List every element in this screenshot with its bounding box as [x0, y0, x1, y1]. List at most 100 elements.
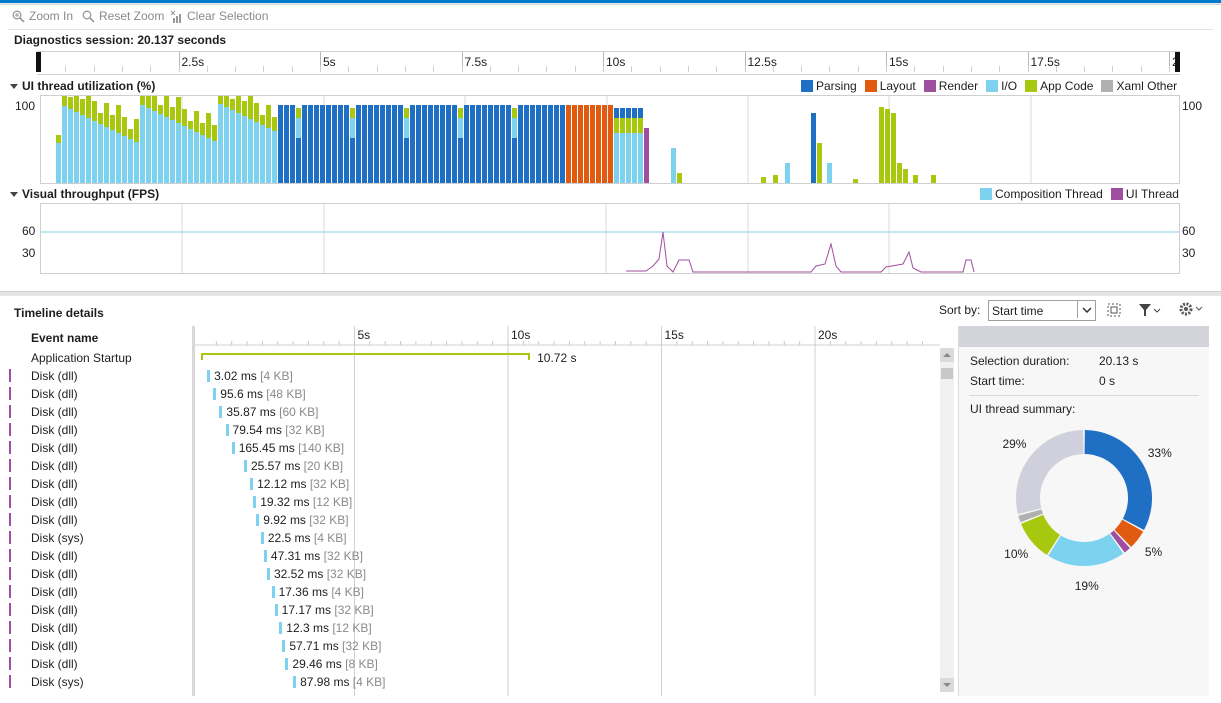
selection-start-handle[interactable]	[36, 52, 41, 72]
event-row[interactable]: Disk (sys)	[0, 529, 190, 547]
timeline-row[interactable]: 19.32 ms [12 KB]	[195, 493, 940, 511]
timeline-row[interactable]: 9.92 ms [32 KB]	[195, 511, 940, 529]
utilization-bar-segment	[392, 105, 397, 183]
utilization-bar-segment	[188, 121, 193, 129]
event-name: Disk (dll)	[31, 585, 78, 599]
utilization-bar-segment	[218, 104, 223, 183]
event-category-marker	[9, 675, 11, 688]
ui-thread-chart[interactable]	[40, 83, 1180, 184]
timeline-row[interactable]: 87.98 ms [4 KB]	[195, 673, 940, 691]
clear-selection-button[interactable]: Clear Selection	[170, 9, 268, 23]
timeline-row[interactable]: 95.6 ms [48 KB]	[195, 385, 940, 403]
legend-label: Layout	[879, 79, 916, 93]
fps-y-60-left: 60	[22, 224, 36, 238]
settings-button[interactable]	[1178, 301, 1204, 320]
timeline-row[interactable]: 35.87 ms [60 KB]	[195, 403, 940, 421]
size-value: [20 KB]	[303, 459, 344, 473]
legend-label: UI Thread	[1125, 187, 1179, 201]
ruler-minor-tick	[1027, 66, 1029, 72]
event-row[interactable]: Disk (dll)	[0, 421, 190, 439]
ruler-minor-tick	[1140, 66, 1142, 72]
event-row[interactable]: Disk (dll)	[0, 457, 190, 475]
timeline-column[interactable]: 5s 10s 15s 20s 10.72 s 3.02 ms [4 KB] 95.6 ms …	[195, 326, 955, 696]
legend-swatch	[1110, 188, 1123, 200]
timeline-row[interactable]: 17.17 ms [32 KB]	[195, 601, 940, 619]
event-name: Disk (dll)	[31, 549, 78, 563]
event-row[interactable]: Disk (dll)	[0, 619, 190, 637]
vertical-scrollbar[interactable]	[940, 348, 954, 692]
timeline-row[interactable]: 25.57 ms [20 KB]	[195, 457, 940, 475]
event-category-marker	[9, 477, 11, 490]
event-row[interactable]: Disk (dll)	[0, 601, 190, 619]
timeline-row[interactable]: 32.52 ms [32 KB]	[195, 565, 940, 583]
event-row[interactable]: Disk (dll)	[0, 583, 190, 601]
fps-chart[interactable]	[40, 203, 1180, 274]
ruler-minor-tick	[404, 66, 406, 72]
utilization-bar-segment	[350, 108, 355, 118]
timeline-row[interactable]: 79.54 ms [32 KB]	[195, 421, 940, 439]
scroll-down-arrow[interactable]	[940, 678, 954, 692]
utilization-bar-segment	[110, 130, 115, 183]
io-duration-bar	[243, 460, 247, 472]
scroll-thumb[interactable]	[941, 368, 953, 379]
size-value: [48 KB]	[266, 387, 306, 401]
timeline-row[interactable]: 3.02 ms [4 KB]	[195, 367, 940, 385]
pane-splitter[interactable]	[0, 291, 1221, 296]
legend-item-xaml-other: Xaml Other	[1101, 79, 1177, 93]
timeline-row[interactable]: 47.31 ms [32 KB]	[195, 547, 940, 565]
fps-section-header[interactable]: Visual throughput (FPS)	[10, 187, 159, 201]
ui-thread-section-header[interactable]: UI thread utilization (%)	[10, 79, 155, 93]
event-duration: 57.71 ms [32 KB]	[289, 639, 381, 653]
scroll-up-arrow[interactable]	[940, 348, 954, 362]
selection-end-handle[interactable]	[1175, 52, 1180, 72]
timeline-row[interactable]: 12.3 ms [12 KB]	[195, 619, 940, 637]
timeline-row[interactable]: 17.36 ms [4 KB]	[195, 583, 940, 601]
duration-value: 3.02 ms	[214, 369, 257, 383]
clear-selection-label: Clear Selection	[187, 9, 269, 23]
timeline-row[interactable]: 57.71 ms [32 KB]	[195, 637, 940, 655]
utilization-bar-segment	[879, 107, 884, 183]
timeline-row[interactable]: 29.46 ms [8 KB]	[195, 655, 940, 673]
event-row[interactable]: Disk (dll)	[0, 565, 190, 583]
event-row[interactable]: Disk (dll)	[0, 475, 190, 493]
ruler-minor-tick	[546, 66, 548, 72]
timeline-row[interactable]: 10.72 s	[195, 349, 940, 367]
event-row[interactable]: Disk (dll)	[0, 511, 190, 529]
filter-button[interactable]	[1138, 303, 1162, 320]
duration-value: 32.52 ms	[274, 567, 324, 581]
utilization-bar-segment	[482, 105, 487, 183]
ruler-minor-tick	[744, 66, 746, 72]
event-row[interactable]: Disk (dll)	[0, 547, 190, 565]
ruler-minor-tick	[886, 66, 887, 72]
timeline-row[interactable]: 12.12 ms [32 KB]	[195, 475, 940, 493]
utilization-bar-segment	[272, 131, 277, 183]
duration-value: 12.3 ms	[286, 621, 329, 635]
size-value: [8 KB]	[345, 657, 378, 671]
utilization-bar-segment	[620, 118, 625, 133]
utilization-bar-segment	[296, 108, 301, 118]
event-duration: 22.5 ms [4 KB]	[268, 531, 347, 545]
reset-zoom-button[interactable]: Reset Zoom	[82, 9, 164, 23]
legend-swatch	[980, 188, 992, 200]
event-row[interactable]: Disk (dll)	[0, 403, 190, 421]
event-name-header[interactable]: Event name	[31, 331, 99, 345]
utilization-bar-segment	[644, 128, 649, 183]
event-row[interactable]: Disk (dll)	[0, 439, 190, 457]
utilization-bar-segment	[404, 108, 409, 118]
event-row[interactable]: Disk (dll)	[0, 493, 190, 511]
event-row[interactable]: Disk (sys)	[0, 673, 190, 691]
zoom-to-selection-button[interactable]	[1106, 302, 1122, 321]
utilization-bar-segment	[140, 105, 145, 183]
event-row[interactable]: Application Startup	[0, 349, 190, 367]
event-row[interactable]: Disk (dll)	[0, 655, 190, 673]
sort-by-dropdown[interactable]: Start time	[988, 300, 1096, 321]
zoom-in-button[interactable]: Zoom In	[12, 9, 73, 23]
timeline-row[interactable]: 165.45 ms [140 KB]	[195, 439, 940, 457]
event-row[interactable]: Disk (dll)	[0, 637, 190, 655]
event-row[interactable]: Disk (dll)	[0, 385, 190, 403]
event-row[interactable]: Disk (dll)	[0, 367, 190, 385]
timeline-row[interactable]: 22.5 ms [4 KB]	[195, 529, 940, 547]
utilization-bar-segment	[272, 117, 277, 131]
utilization-bar-segment	[332, 105, 337, 183]
